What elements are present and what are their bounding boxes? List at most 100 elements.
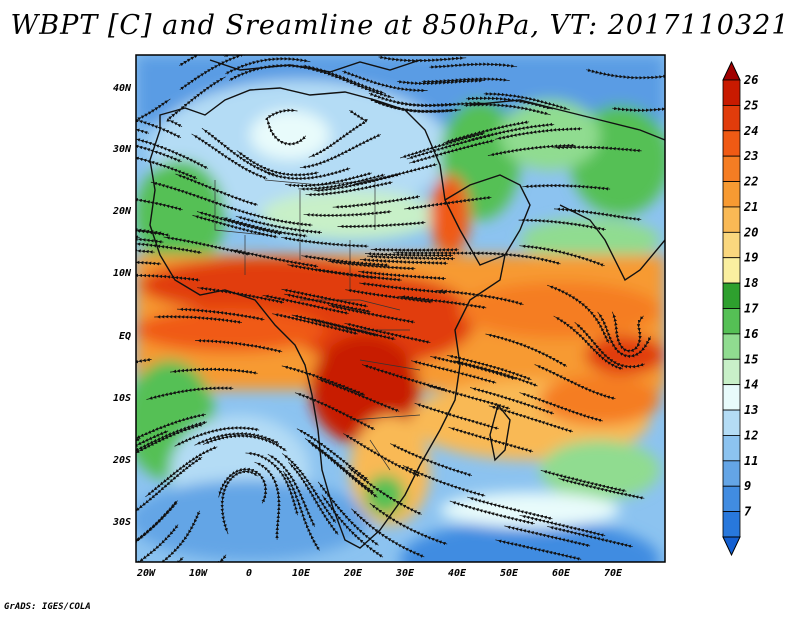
streamline: [166, 76, 226, 128]
streamline: [231, 249, 319, 268]
streamline: [136, 232, 140, 239]
streamline: [136, 137, 182, 163]
colorbar-segment: [722, 231, 741, 259]
wbpt-field: [136, 55, 665, 562]
colorbar-label: 7: [744, 505, 752, 519]
streamline: [369, 97, 456, 114]
streamline: [351, 162, 438, 186]
colorbar-segment: [722, 384, 741, 411]
y-tick-label: 30S: [112, 517, 131, 528]
streamline: [136, 98, 182, 139]
map-frame: [135, 54, 666, 563]
streamline: [136, 357, 152, 378]
streamline: [303, 210, 392, 218]
streamline: [409, 139, 495, 164]
streamline: [136, 301, 137, 303]
streamline: [136, 193, 183, 211]
streamline: [421, 77, 510, 84]
y-tick-label: 10S: [113, 393, 131, 404]
streamline: [378, 55, 467, 63]
streamline: [473, 251, 561, 266]
x-tick-label: 60E: [552, 568, 571, 579]
y-tick-label: 30N: [112, 144, 132, 155]
y-tick-label: 40N: [113, 83, 132, 94]
streamline: [553, 207, 642, 222]
streamline: [327, 260, 416, 271]
streamline: [488, 405, 574, 433]
streamline: [495, 539, 582, 561]
streamline: [136, 556, 184, 562]
streamline: [586, 68, 665, 80]
streamline: [519, 244, 605, 267]
streamline: [337, 220, 426, 229]
x-tick-label: 40E: [448, 568, 467, 579]
colorbar-label: 21: [743, 200, 758, 214]
grads-credit: GrADS: IGES/COLA: [4, 602, 91, 612]
streamline: [136, 241, 202, 255]
streamline: [282, 470, 320, 551]
streamline: [332, 195, 421, 209]
streamline: [485, 333, 568, 368]
streamlines: [136, 55, 665, 562]
colorbar-segment: [722, 155, 741, 182]
streamline: [226, 206, 313, 227]
x-tick-label: 70E: [604, 568, 623, 579]
colorbar-label: 26: [743, 73, 758, 87]
colorbar-label: 24: [743, 124, 758, 138]
streamline: [314, 268, 402, 282]
streamline: [281, 365, 365, 396]
map-title: WBPT [C] and Sreamline at 850hPa, VT: 20…: [10, 10, 790, 41]
streamline: [574, 322, 645, 369]
y-tick-label: 10N: [113, 268, 132, 279]
streamline: [558, 478, 645, 500]
streamline: [463, 102, 551, 116]
streamline: [169, 367, 258, 375]
streamline: [136, 234, 164, 244]
x-tick-label: 30E: [395, 568, 415, 579]
y-axis-labels: 40N 30N 20N 10N EQ 10S 20S 30S: [112, 83, 132, 528]
colorbar-label: 19: [744, 251, 758, 265]
colorbar-label: 22: [743, 175, 758, 189]
colorbar-segment: [722, 333, 741, 360]
streamline: [430, 356, 516, 381]
streamline: [522, 183, 611, 191]
streamline: [342, 70, 428, 93]
colorbar-max-arrow: [722, 60, 741, 81]
colorbar-segment: [722, 206, 741, 233]
colorbar-segment: [722, 435, 741, 462]
colorbar-segment: [722, 308, 741, 335]
streamline: [487, 143, 576, 157]
colorbar-label: 25: [743, 98, 758, 112]
streamline: [146, 386, 234, 400]
x-tick-label: 10E: [292, 568, 311, 579]
streamline: [281, 236, 369, 248]
streamline: [429, 62, 518, 69]
colorbar-label: 16: [744, 327, 758, 341]
x-tick-label: 50E: [500, 568, 519, 579]
streamline: [364, 252, 454, 258]
streamline: [177, 307, 265, 322]
colorbar-label: 14: [744, 378, 758, 392]
streamline: [369, 503, 448, 546]
colorbar-label: 12: [744, 428, 758, 442]
streamline: [390, 443, 473, 477]
streamline: [136, 260, 162, 266]
y-tick-label: 20S: [112, 455, 131, 466]
streamline: [519, 514, 606, 537]
x-tick-label: 20E: [343, 568, 363, 579]
colorbar-label: 23: [743, 149, 758, 163]
colorbar: 26 25 24 23 22 21 20 19 18 17 16 15 14 13 12 11 9 7: [722, 60, 759, 557]
streamline: [220, 469, 258, 535]
colorbar-segment: [722, 104, 741, 132]
streamline: [449, 500, 535, 525]
streamline: [191, 133, 268, 180]
x-axis-labels: 20W 10W 0 10E 20E 30E 40E 50E 60E 70E: [136, 568, 623, 579]
streamline: [136, 273, 200, 282]
colorbar-label: 9: [744, 479, 751, 493]
colorbar-min-arrow: [722, 536, 741, 557]
streamline: [448, 426, 534, 453]
colorbar-label: 13: [744, 403, 758, 417]
y-tick-label: EQ: [119, 331, 131, 342]
colorbar-label: 11: [744, 454, 758, 468]
